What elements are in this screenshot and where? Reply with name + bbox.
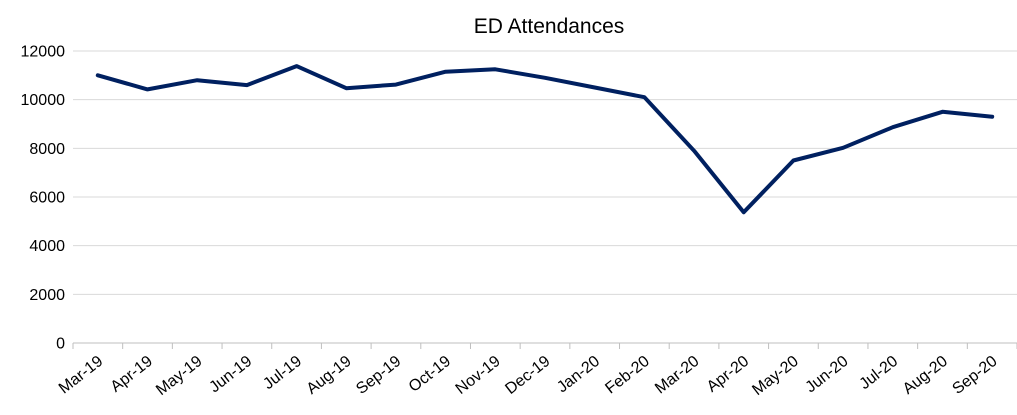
x-tick-label: Jun-19 [206,353,255,397]
x-tick-label: Aug-20 [900,353,951,398]
x-tick-label: Nov-19 [453,353,504,398]
x-tick-label: Oct-19 [406,353,454,396]
x-tick-label: Sep-19 [353,353,404,398]
x-tick-label: May-20 [749,353,802,399]
y-tick-label: 8000 [29,141,65,158]
series-layer [95,64,995,215]
y-tick-label: 12000 [21,44,66,61]
x-tick-label: Jul-19 [260,353,305,393]
x-tick-label: Apr-19 [108,353,156,396]
x-tick-label: Sep-20 [949,353,1000,398]
x-tick-label: Feb-20 [602,353,652,398]
y-tick-label: 0 [56,336,65,353]
x-tick-label: May-19 [153,353,206,399]
x-tick-label: Aug-19 [304,353,355,398]
y-axis-tick-labels: 0 2000 4000 6000 8000 10000 12000 [21,44,66,353]
gridlines [73,50,1017,295]
x-tick-label: Jun-20 [803,353,852,397]
series-line [95,64,995,215]
y-tick-label: 2000 [29,287,65,304]
x-tick-label: Dec-19 [502,353,553,398]
x-tick-label: Mar-19 [56,353,106,398]
chart-title: ED Attendances [474,15,625,38]
x-tick-label: Mar-20 [652,353,702,398]
x-tick-label: Jul-20 [856,353,901,393]
y-tick-label: 4000 [29,238,65,255]
y-tick-label: 10000 [21,92,66,109]
x-tick-label: Apr-20 [704,353,752,396]
x-tick-label: Jan-20 [554,353,603,397]
y-tick-label: 6000 [29,190,65,207]
